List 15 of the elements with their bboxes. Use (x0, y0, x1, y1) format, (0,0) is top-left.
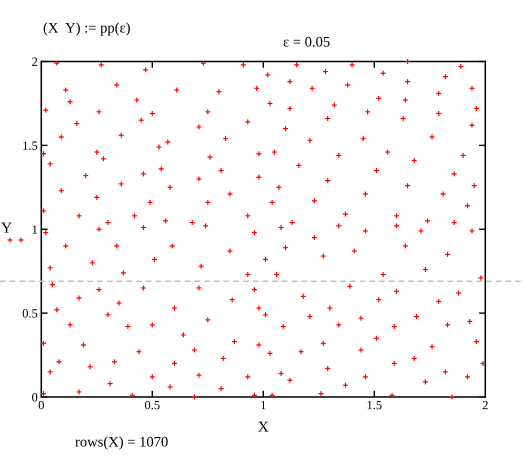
y-tick-label: 0 (32, 393, 38, 402)
x-tick-label: 0.5 (144, 400, 160, 410)
y-axis-title: Y (1, 222, 12, 233)
y-tick-label: 0.5 (22, 309, 38, 318)
x-axis-title: X (258, 422, 269, 432)
x-tick-label: 1 (261, 400, 266, 410)
text: ε = 0.05 (284, 36, 330, 47)
text: (X Y) := pp(ε) (44, 22, 130, 36)
y-tick-label: 1.5 (23, 141, 38, 150)
y-tick-label: 1 (32, 225, 38, 234)
text: rows(X) = 1070 (75, 436, 168, 450)
y-tick-label: 2 (32, 58, 38, 66)
x-tick-label: 1.5 (368, 400, 382, 410)
x-tick-label: 2 (482, 400, 488, 410)
x-tick-label: 0 (38, 400, 44, 410)
